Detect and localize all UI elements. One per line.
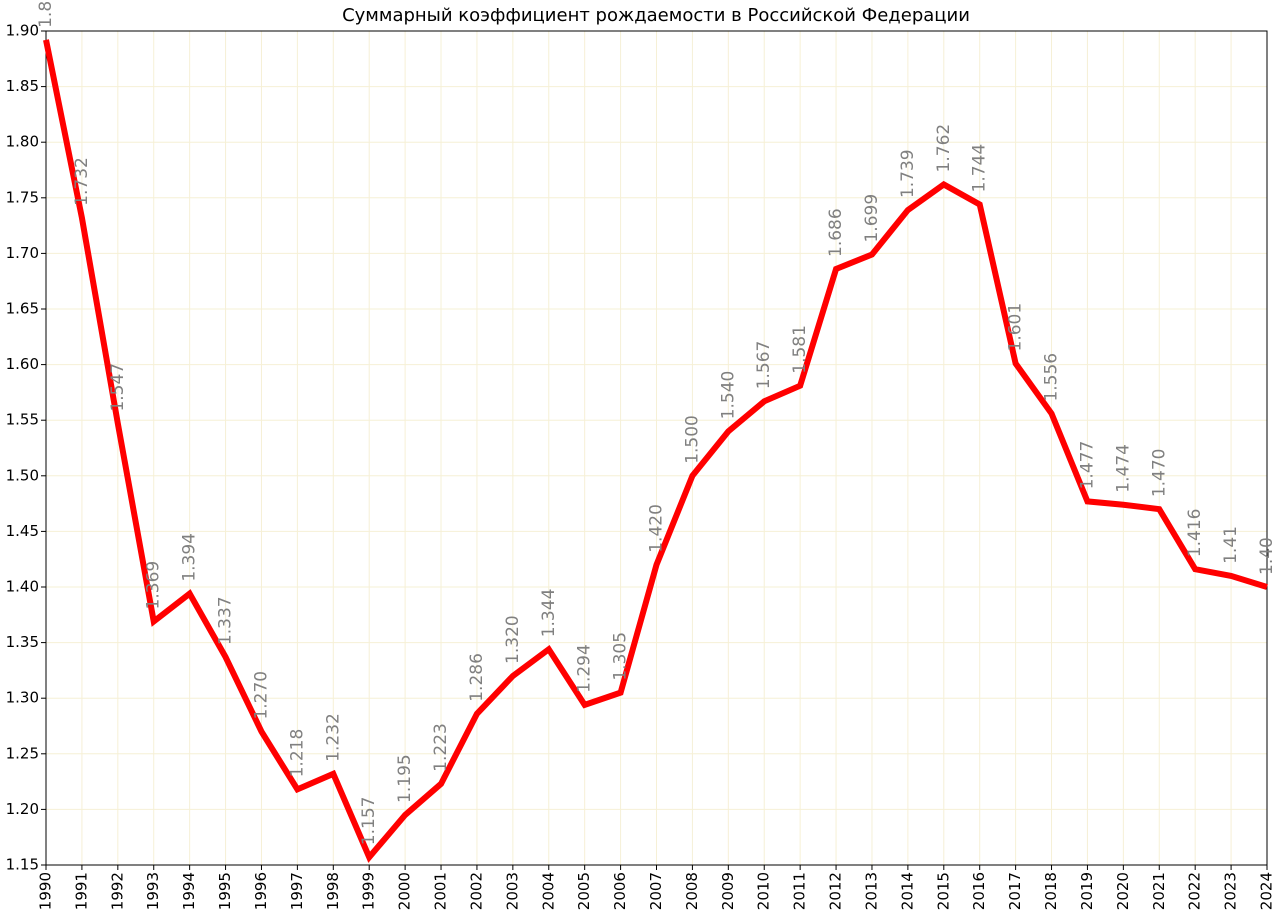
x-tick-label: 2004 — [539, 872, 557, 910]
chart-title: Суммарный коэффициент рождаемости в Росс… — [342, 5, 970, 26]
data-label: 1.581 — [790, 325, 810, 374]
x-tick-label: 2022 — [1186, 872, 1204, 910]
y-tick-label: 1.35 — [6, 633, 39, 651]
x-tick-label: 2020 — [1114, 872, 1132, 910]
data-label: 1.500 — [682, 415, 702, 464]
data-label: 1.286 — [467, 653, 487, 702]
x-tick-label: 1995 — [216, 872, 234, 910]
data-label: 1.892 — [36, 0, 56, 28]
data-label: 1.344 — [539, 589, 559, 638]
data-label: 1.157 — [359, 797, 379, 846]
data-label: 1.601 — [1006, 303, 1026, 352]
x-tick-label: 1997 — [288, 872, 306, 910]
x-tick-label: 1996 — [252, 872, 270, 910]
data-label: 1.223 — [431, 723, 451, 772]
x-tick-label: 2014 — [898, 872, 916, 910]
data-label: 1.270 — [251, 671, 271, 720]
y-tick-label: 1.40 — [6, 578, 39, 596]
y-tick-label: 1.90 — [6, 22, 39, 40]
data-label: 1.547 — [108, 363, 128, 412]
data-label: 1.477 — [1077, 441, 1097, 490]
x-tick-label: 2017 — [1006, 872, 1024, 910]
data-label: 1.337 — [216, 596, 236, 645]
data-label: 1.41 — [1221, 526, 1241, 564]
y-tick-label: 1.25 — [6, 744, 39, 762]
data-label: 1.744 — [970, 144, 990, 193]
y-tick-label: 1.85 — [6, 77, 39, 95]
x-tick-label: 1999 — [360, 872, 378, 910]
y-tick-label: 1.65 — [6, 300, 39, 318]
data-label: 1.420 — [647, 504, 667, 553]
x-tick-label: 2023 — [1222, 872, 1240, 910]
y-tick-label: 1.30 — [6, 689, 39, 707]
y-tick-label: 1.60 — [6, 355, 39, 373]
data-label: 1.567 — [754, 341, 774, 390]
x-tick-label: 2002 — [467, 872, 485, 910]
x-tick-label: 1990 — [37, 872, 55, 910]
y-tick-label: 1.15 — [6, 856, 39, 874]
data-label: 1.40 — [1257, 537, 1277, 575]
data-label: 1.320 — [503, 615, 523, 664]
x-tick-label: 2024 — [1258, 872, 1276, 910]
x-tick-label: 2006 — [611, 872, 629, 910]
x-tick-label: 2001 — [432, 872, 450, 910]
data-label: 1.305 — [611, 632, 631, 681]
data-label: 1.699 — [862, 194, 882, 243]
x-tick-label: 1992 — [108, 872, 126, 910]
x-tick-label: 2015 — [934, 872, 952, 910]
data-label: 1.762 — [934, 124, 954, 173]
data-label: 1.394 — [180, 533, 200, 582]
x-tick-label: 2013 — [862, 872, 880, 910]
y-tick-label: 1.75 — [6, 188, 39, 206]
x-tick-label: 1993 — [144, 872, 162, 910]
y-tick-label: 1.50 — [6, 466, 39, 484]
x-tick-label: 2005 — [575, 872, 593, 910]
x-tick-label: 1998 — [324, 872, 342, 910]
x-tick-label: 2016 — [970, 872, 988, 910]
y-tick-label: 1.70 — [6, 244, 39, 262]
data-label: 1.195 — [395, 754, 415, 803]
x-tick-label: 2010 — [755, 872, 773, 910]
data-label: 1.470 — [1149, 448, 1169, 497]
x-tick-label: 1991 — [72, 872, 90, 910]
data-line — [43, 39, 1268, 863]
x-tick-label: 2007 — [647, 872, 665, 910]
x-tick-label: 2011 — [791, 872, 809, 910]
y-tick-label: 1.80 — [6, 133, 39, 151]
plot-frame — [45, 30, 1268, 866]
y-tick-label: 1.55 — [6, 411, 39, 429]
data-label: 1.416 — [1185, 509, 1205, 558]
x-tick-label: 2009 — [719, 872, 737, 910]
x-tick-label: 2000 — [396, 872, 414, 910]
data-label: 1.294 — [575, 644, 595, 693]
y-tick-label: 1.20 — [6, 800, 39, 818]
data-label: 1.474 — [1113, 444, 1133, 493]
x-tick-label: 2019 — [1078, 872, 1096, 910]
x-tick-label: 2003 — [503, 872, 521, 910]
data-label: 1.739 — [898, 149, 918, 198]
data-label: 1.732 — [72, 157, 92, 206]
y-tick-label: 1.45 — [6, 522, 39, 540]
x-tick-label: 1994 — [180, 872, 198, 910]
data-label: 1.232 — [323, 713, 343, 762]
x-tick-label: 2021 — [1150, 872, 1168, 910]
data-label: 1.369 — [144, 561, 164, 610]
x-tick-label: 2012 — [827, 872, 845, 910]
x-tick-label: 2008 — [683, 872, 701, 910]
data-label: 1.540 — [718, 371, 738, 420]
data-label: 1.218 — [287, 729, 307, 778]
data-label: 1.686 — [826, 208, 846, 257]
x-tick-label: 2018 — [1042, 872, 1060, 910]
data-label: 1.556 — [1042, 353, 1062, 402]
